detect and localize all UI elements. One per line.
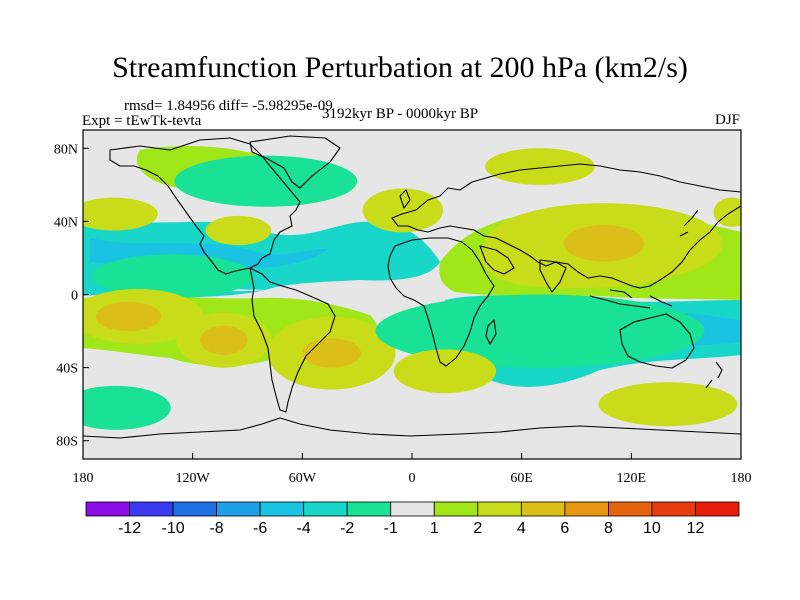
y-tick-label: 80N xyxy=(54,142,78,157)
colorbar-swatch xyxy=(129,501,174,517)
anomaly-region-13 xyxy=(563,225,645,262)
coast-japan xyxy=(679,209,699,237)
colorbar-swatch xyxy=(259,501,305,517)
coast-south-america xyxy=(249,267,336,413)
colorbar-label: -1 xyxy=(384,520,398,537)
colorbar-label: 12 xyxy=(687,520,705,537)
colorbar-label: -6 xyxy=(253,520,267,537)
x-tick-label: 60E xyxy=(510,471,533,486)
colorbar-label: 1 xyxy=(430,520,439,537)
colorbar-label: -4 xyxy=(297,520,311,537)
x-tick-label: 120W xyxy=(176,471,211,486)
colorbar-swatch xyxy=(390,501,435,517)
x-tick-label: 60W xyxy=(289,471,317,486)
coast-eurasia xyxy=(391,163,741,289)
y-tick-label: 80S xyxy=(56,435,78,450)
colorbar-swatch xyxy=(303,501,348,517)
colorbar-swatch xyxy=(85,501,130,517)
y-tick-label: 40N xyxy=(54,215,78,230)
coast-greenland xyxy=(249,135,341,189)
experiment-label: Expt = tEwTk-tevta xyxy=(82,113,202,129)
anomaly-region-0 xyxy=(83,197,158,231)
coast-uk xyxy=(399,189,411,209)
colorbar-label: 10 xyxy=(643,520,661,537)
colorbar-label: -12 xyxy=(118,520,141,537)
x-tick-label: 120E xyxy=(617,471,647,486)
anomaly-region-11 xyxy=(485,148,595,185)
coast-new-zealand xyxy=(705,361,723,389)
coast-africa xyxy=(387,237,495,367)
chart-title: Streamfunction Perturbation at 200 hPa (… xyxy=(112,51,688,84)
x-tick-label: 180 xyxy=(73,471,94,486)
colorbar-label: 8 xyxy=(604,520,613,537)
anomaly-region-5 xyxy=(199,325,248,355)
y-tick-label: 0 xyxy=(71,289,78,304)
coast-australia xyxy=(619,313,695,369)
coast-north-america xyxy=(109,137,301,275)
coastlines xyxy=(83,135,741,439)
colorbar-swatch xyxy=(608,501,653,517)
anomaly-region-17 xyxy=(598,382,738,427)
colorbar-swatch xyxy=(216,501,261,517)
coast-arabia xyxy=(479,245,515,275)
coast-madagascar xyxy=(485,319,497,345)
colorbar-swatch xyxy=(172,501,217,517)
y-tick-label: 40S xyxy=(56,362,78,377)
anomaly-region-8 xyxy=(174,155,358,207)
colorbar-label: -2 xyxy=(340,520,354,537)
colorbar-swatch xyxy=(520,501,566,517)
coast-indonesia xyxy=(589,289,673,309)
coast-antarctica xyxy=(83,417,741,439)
colorbar-label: -8 xyxy=(209,520,223,537)
colorbar-swatch xyxy=(564,501,609,517)
x-tick-label: 0 xyxy=(409,471,416,486)
anomaly-region-10 xyxy=(362,188,444,233)
anomaly-region-3 xyxy=(95,301,162,332)
x-tick-label: 180 xyxy=(731,471,752,486)
coast-india xyxy=(539,259,567,293)
season-label: DJF xyxy=(714,112,740,128)
colorbar-swatch xyxy=(433,501,479,517)
anomaly-region-1 xyxy=(92,254,253,299)
anomaly-region-14 xyxy=(375,294,705,368)
colorbar-label: 4 xyxy=(517,520,526,537)
colorbar-swatch xyxy=(695,501,740,517)
colorbar-swatch xyxy=(651,501,696,517)
colorbar-swatch xyxy=(346,501,392,517)
colorbar-label: 2 xyxy=(473,520,482,537)
stats-label: rmsd= 1.84956 diff= -5.98295e-09 xyxy=(124,98,333,114)
anomaly-region-9 xyxy=(205,215,272,246)
anomaly-region-7 xyxy=(302,338,361,368)
colorbar-label: 6 xyxy=(560,520,569,537)
colorbar-label: -10 xyxy=(162,520,185,537)
anomaly-region-18 xyxy=(393,349,497,394)
colorbar-swatch xyxy=(477,501,522,517)
anomaly-region-16 xyxy=(83,385,171,430)
period-label: 3192kyr BP - 0000kyr BP xyxy=(322,106,479,122)
